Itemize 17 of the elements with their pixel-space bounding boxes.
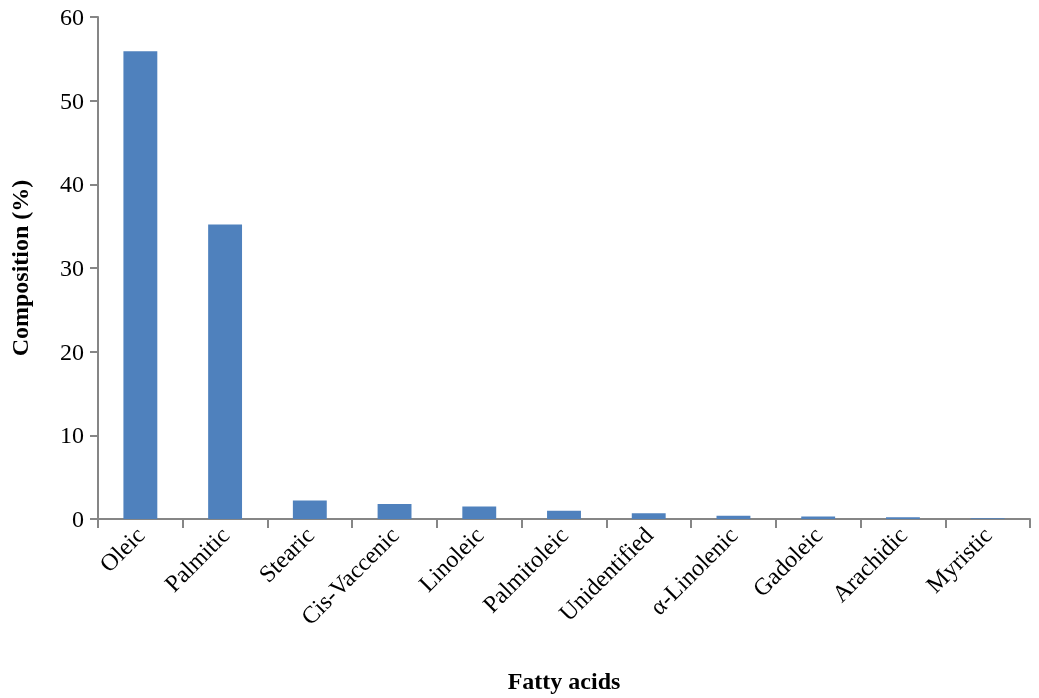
bar [123,51,158,519]
bar [462,506,497,519]
bar [631,513,666,519]
y-tick-label: 10 [60,422,84,449]
bar [292,500,327,519]
bar [801,516,836,519]
x-axis-title: Fatty acids [507,668,621,694]
y-tick-label: 30 [60,255,84,281]
bar [377,503,412,519]
y-axis-title: Composition (%) [7,179,33,357]
y-tick-label: 40 [60,171,84,198]
bar [547,510,581,519]
y-tick-label: 50 [60,87,84,114]
bar [208,224,243,519]
y-tick-label: 0 [72,506,84,532]
y-tick-label: 20 [60,338,84,365]
y-tick-label: 60 [60,4,84,30]
